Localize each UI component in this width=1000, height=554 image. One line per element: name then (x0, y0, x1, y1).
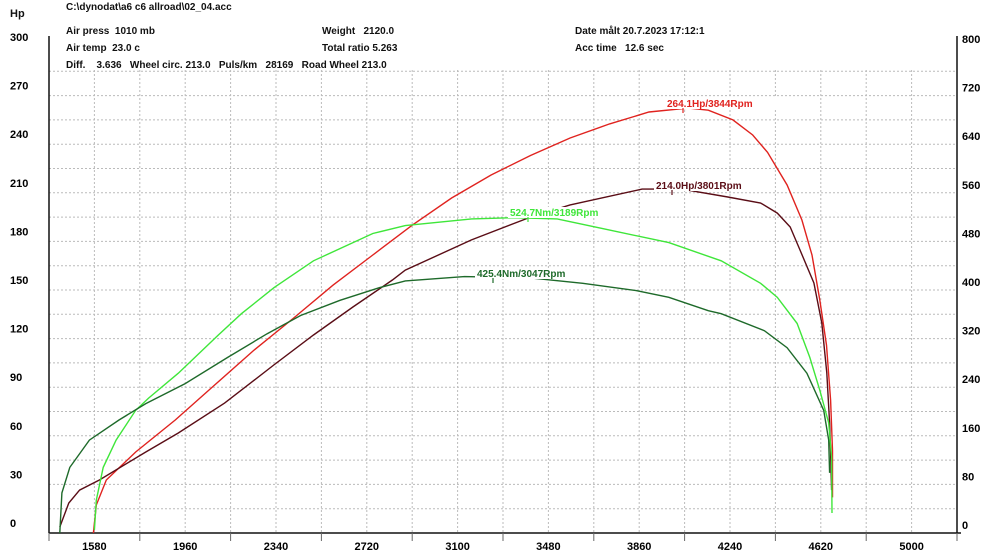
total-ratio: Total ratio 5.263 (322, 43, 398, 54)
x-tick-label: 2340 (264, 541, 288, 553)
y-right-tick-label: 560 (962, 180, 980, 192)
peak-label-nm_bright: 524.7Nm/3189Rpm (510, 208, 598, 219)
y-right-tick-label: 720 (962, 83, 980, 95)
y-left-tick-label: 120 (10, 324, 28, 336)
air-temp: Air temp 23.0 c (66, 43, 140, 54)
x-tick-label: 3860 (627, 541, 651, 553)
y-left-tick-label: 180 (10, 226, 28, 238)
y-right-tick-label: 640 (962, 131, 980, 143)
y-left-tick-label: 30 (10, 469, 22, 481)
y-left-tick-label: 270 (10, 81, 28, 93)
y-right-tick-label: 480 (962, 228, 980, 240)
file-path: C:\dynodat\a6 c6 allroad\02_04.acc (66, 2, 232, 13)
x-tick-label: 5000 (899, 541, 923, 553)
y-right-tick-label: 800 (962, 34, 980, 46)
x-tick-label: 1960 (173, 541, 197, 553)
series-line-nm_dark (59, 275, 831, 534)
x-tick-label: 1580 (82, 541, 106, 553)
acc-time: Acc time 12.6 sec (575, 43, 664, 54)
peak-label-bg (508, 207, 620, 218)
date: Date målt 20.7.2023 17:12:1 (575, 26, 705, 37)
air-press: Air press 1010 mb (66, 26, 155, 37)
peak-label-hp_dark: 214.0Hp/3801Rpm (656, 181, 742, 192)
x-tick-label: 3480 (536, 541, 560, 553)
y-left-tick-label: 210 (10, 178, 28, 190)
y-right-tick-label: 400 (962, 277, 980, 289)
x-tick-label: 3100 (445, 541, 469, 553)
y-right-tick-label: 160 (962, 423, 980, 435)
y-left-tick-label: 60 (10, 421, 22, 433)
y-right-tick-label: 80 (962, 471, 974, 483)
peak-label-bg (665, 98, 777, 109)
peak-label-nm_dark: 425.4Nm/3047Rpm (477, 269, 565, 280)
y-right-tick-label: 320 (962, 326, 980, 338)
y-left-tick-label: 300 (10, 32, 28, 44)
x-tick-label: 2720 (355, 541, 379, 553)
y-left-tick-label: 0 (10, 518, 16, 530)
y-left-tick-label: 90 (10, 372, 22, 384)
peak-label-hp_red: 264.1Hp/3844Rpm (667, 99, 753, 110)
weight: Weight 2120.0 (322, 26, 395, 37)
series-line-hp_red (92, 107, 834, 534)
peak-label-bg (654, 180, 766, 191)
peak-label-bg (475, 268, 587, 279)
series-line-nm_bright (93, 216, 833, 531)
y-left-tick-label: 150 (10, 275, 28, 287)
x-tick-label: 4240 (718, 541, 742, 553)
diff-line: Diff. 3.636 Wheel circ. 213.0 Puls/km 28… (66, 60, 387, 71)
y-left-tick-label: 240 (10, 129, 28, 141)
series-line-hp_dark (59, 188, 833, 528)
y-right-tick-label: 0 (962, 520, 968, 532)
y-right-tick-label: 240 (962, 374, 980, 386)
x-tick-label: 4620 (809, 541, 833, 553)
y-axis-left-label: Hp (10, 8, 25, 20)
